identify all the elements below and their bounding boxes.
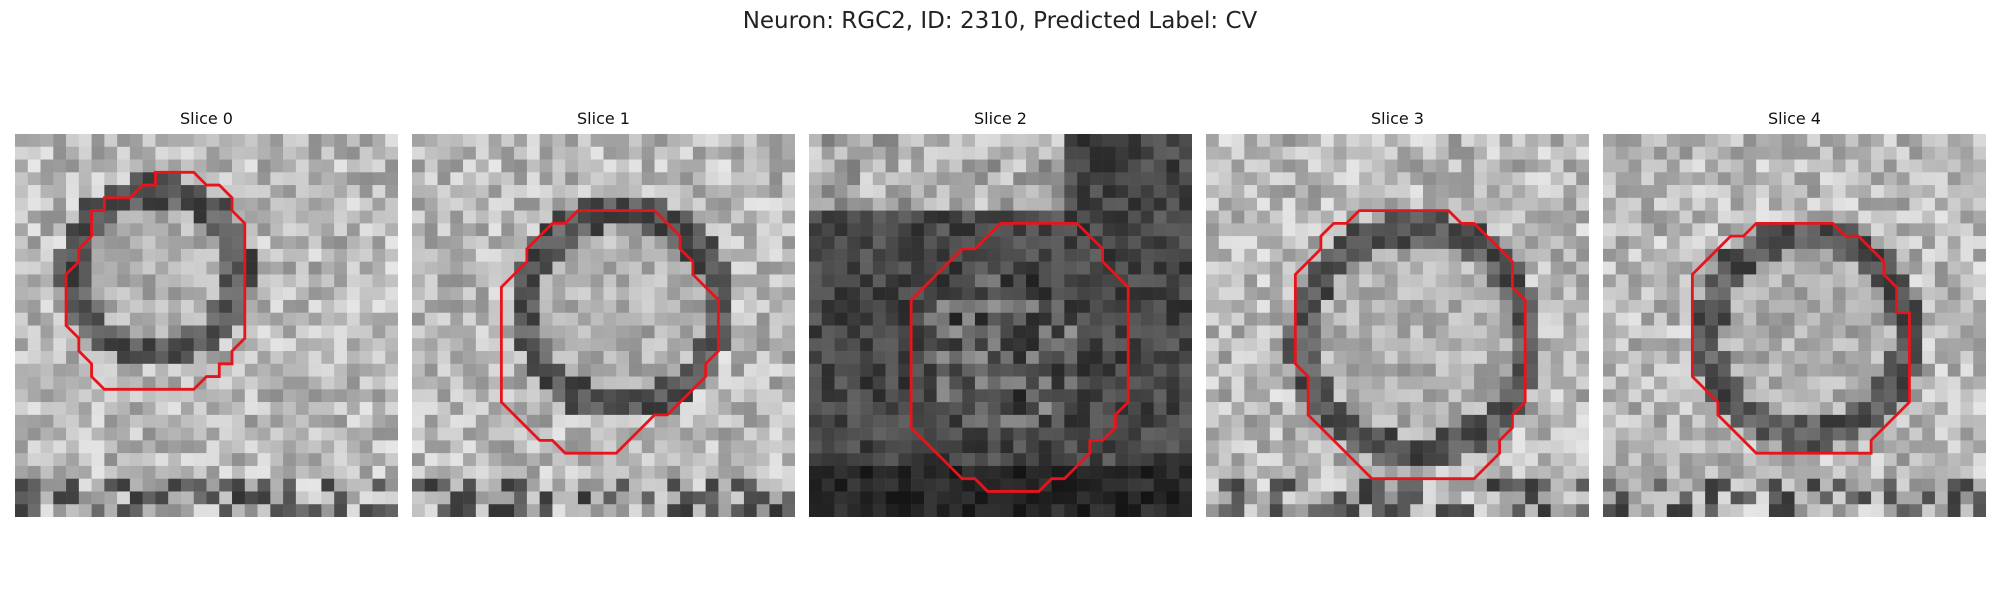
slice-image-1 [412,134,795,517]
slice-image-3 [1206,134,1589,517]
slice-title: Slice 1 [577,109,630,128]
slice-image-4 [1603,134,1986,517]
slice-title: Slice 2 [974,109,1027,128]
slice-panel-3: Slice 3 [1206,108,1589,517]
slice-panel-1: Slice 1 [412,108,795,517]
figure-title: Neuron: RGC2, ID: 2310, Predicted Label:… [742,8,1258,34]
cell-contour [64,170,247,391]
slice-panel-0: Slice 0 [15,108,398,517]
slice-panel-2: Slice 2 [809,108,1192,517]
slice-panel-4: Slice 4 [1603,108,1986,517]
slice-title: Slice 0 [180,109,233,128]
slice-title: Slice 4 [1768,109,1821,128]
slice-image-0 [15,134,398,517]
cell-contour [499,209,720,455]
slice-title: Slice 3 [1371,109,1424,128]
cell-contour [1293,209,1527,481]
slice-image-2 [809,134,1192,517]
cell-contour [1690,221,1911,455]
cell-contour [909,221,1130,493]
